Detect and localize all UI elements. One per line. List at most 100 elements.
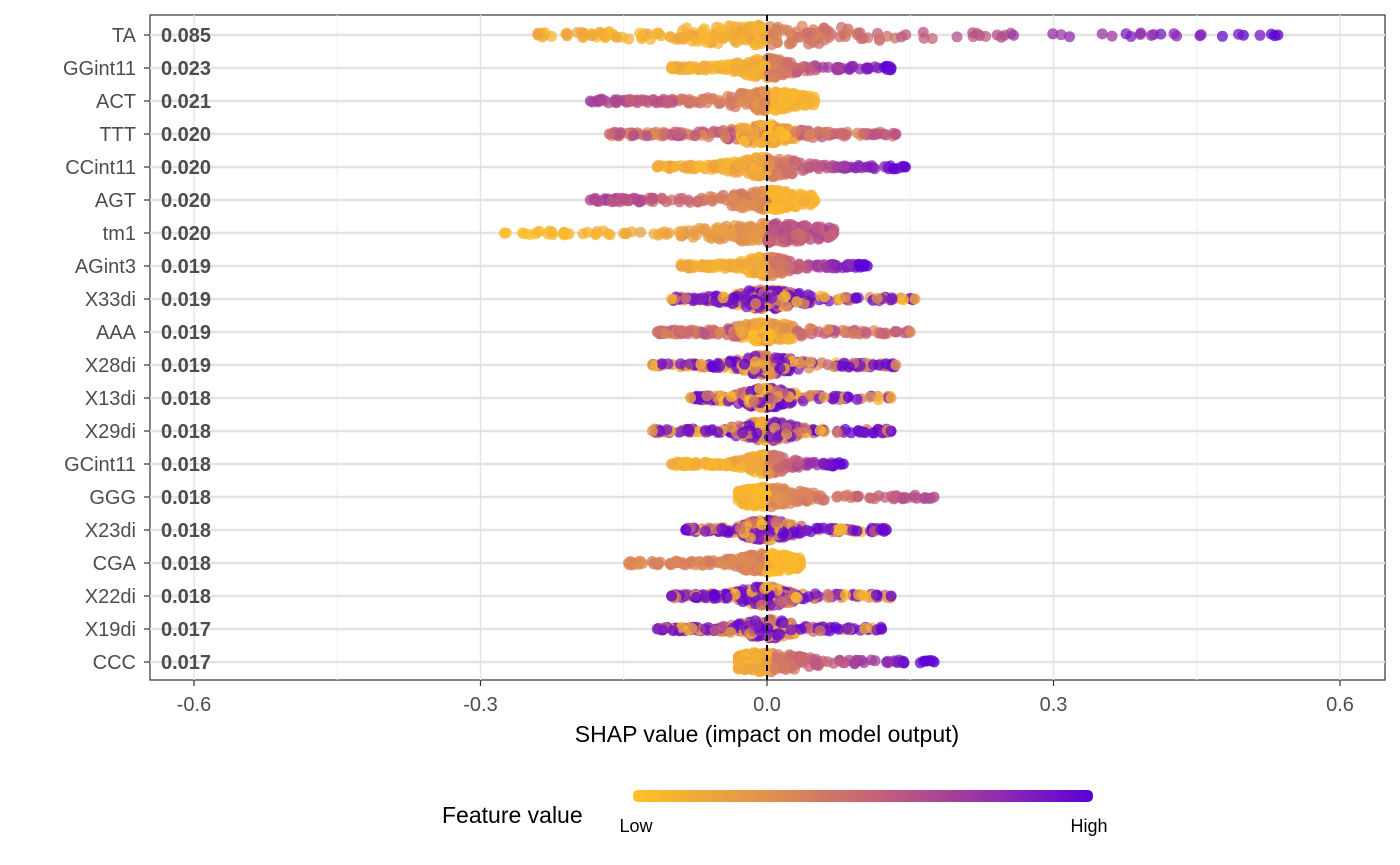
shap-point (781, 422, 792, 434)
shap-point (725, 421, 737, 433)
shap-point (707, 161, 719, 173)
shap-point (756, 491, 768, 503)
shap-point (804, 64, 816, 76)
shap-point (739, 358, 750, 370)
shap-point (1171, 30, 1183, 42)
shap-point (718, 559, 730, 570)
shap-point (754, 383, 765, 394)
shap-point (666, 458, 677, 470)
shap-point (850, 292, 862, 304)
shap-point (646, 425, 658, 437)
mean-abs-shap-value: 0.018 (161, 454, 211, 476)
shap-point (623, 557, 634, 569)
mean-abs-shap-value: 0.020 (161, 223, 211, 245)
shap-point (714, 22, 726, 34)
shap-point (822, 359, 834, 371)
shap-point (851, 525, 863, 537)
shap-point (886, 293, 898, 305)
mean-abs-shap-value: 0.018 (161, 487, 211, 509)
shap-point (724, 356, 736, 368)
shap-point (717, 259, 729, 271)
shap-point (885, 590, 897, 602)
shap-point (780, 458, 792, 470)
shap-point (802, 289, 814, 301)
feature-label: TA (112, 25, 137, 47)
shap-point (712, 426, 724, 438)
shap-point (655, 30, 667, 42)
shap-point (767, 223, 779, 235)
shap-point (695, 161, 707, 173)
shap-point (796, 230, 808, 242)
shap-point (679, 32, 691, 44)
shap-point (840, 129, 852, 141)
shap-point (717, 124, 729, 136)
shap-point (778, 68, 790, 80)
shap-point (690, 261, 702, 272)
shap-point (571, 27, 583, 38)
shap-point (1155, 28, 1167, 40)
mean-abs-shap-value: 0.020 (161, 124, 211, 146)
shap-point (839, 291, 851, 303)
shap-point (756, 38, 768, 49)
shap-point (683, 194, 695, 206)
shap-point (759, 59, 771, 71)
shap-point (750, 356, 761, 368)
shap-point (683, 63, 695, 75)
shap-point (778, 527, 789, 539)
shap-point (732, 258, 744, 270)
shap-point (774, 629, 786, 640)
shap-point (690, 592, 702, 603)
shap-point (670, 160, 682, 172)
shap-point (666, 590, 677, 602)
shap-point (748, 199, 760, 211)
shap-point (823, 25, 835, 37)
feature-label: CGA (93, 553, 137, 575)
shap-point (771, 492, 783, 504)
shap-point (762, 161, 774, 173)
shap-point (813, 326, 825, 338)
x-axis-title: SHAP value (impact on model output) (575, 721, 959, 747)
shap-point (793, 456, 805, 467)
shap-point (590, 228, 602, 240)
shap-point (560, 228, 572, 240)
shap-point (750, 335, 762, 347)
shap-point (680, 524, 692, 536)
shap-point (699, 425, 711, 436)
shap-point (729, 63, 741, 74)
shap-point (687, 95, 699, 107)
shap-point (725, 627, 737, 638)
feature-label: AGint3 (75, 256, 136, 278)
shap-point (700, 36, 712, 48)
feature-label: AAA (96, 322, 137, 344)
shap-point (656, 358, 668, 370)
mean-abs-shap-value: 0.018 (161, 520, 211, 542)
shap-point (698, 60, 710, 72)
shap-point (890, 128, 902, 140)
shap-point (752, 164, 764, 176)
shap-point (716, 59, 728, 71)
shap-point (844, 64, 855, 75)
shap-point (786, 189, 798, 200)
x-tick-label: -0.3 (463, 694, 497, 716)
shap-point (809, 194, 821, 206)
feature-label: X29di (85, 421, 136, 443)
shap-point (890, 326, 901, 338)
feature-label: X13di (85, 388, 136, 410)
shap-point (681, 160, 693, 172)
shap-point (763, 202, 775, 214)
feature-label: X19di (85, 619, 136, 641)
mean-abs-shap-value: 0.019 (161, 355, 211, 377)
x-tick-label: 0.0 (753, 694, 781, 716)
shap-point (885, 392, 897, 404)
shap-point (726, 91, 737, 103)
shap-point (719, 163, 730, 175)
shap-point (828, 657, 840, 669)
shap-point (879, 491, 891, 503)
shap-point (751, 224, 763, 236)
shap-point (795, 623, 807, 635)
shap-point (782, 332, 794, 344)
shap-point (689, 559, 701, 571)
shap-point (672, 127, 684, 139)
shap-point (705, 556, 717, 568)
shap-point (911, 492, 923, 504)
